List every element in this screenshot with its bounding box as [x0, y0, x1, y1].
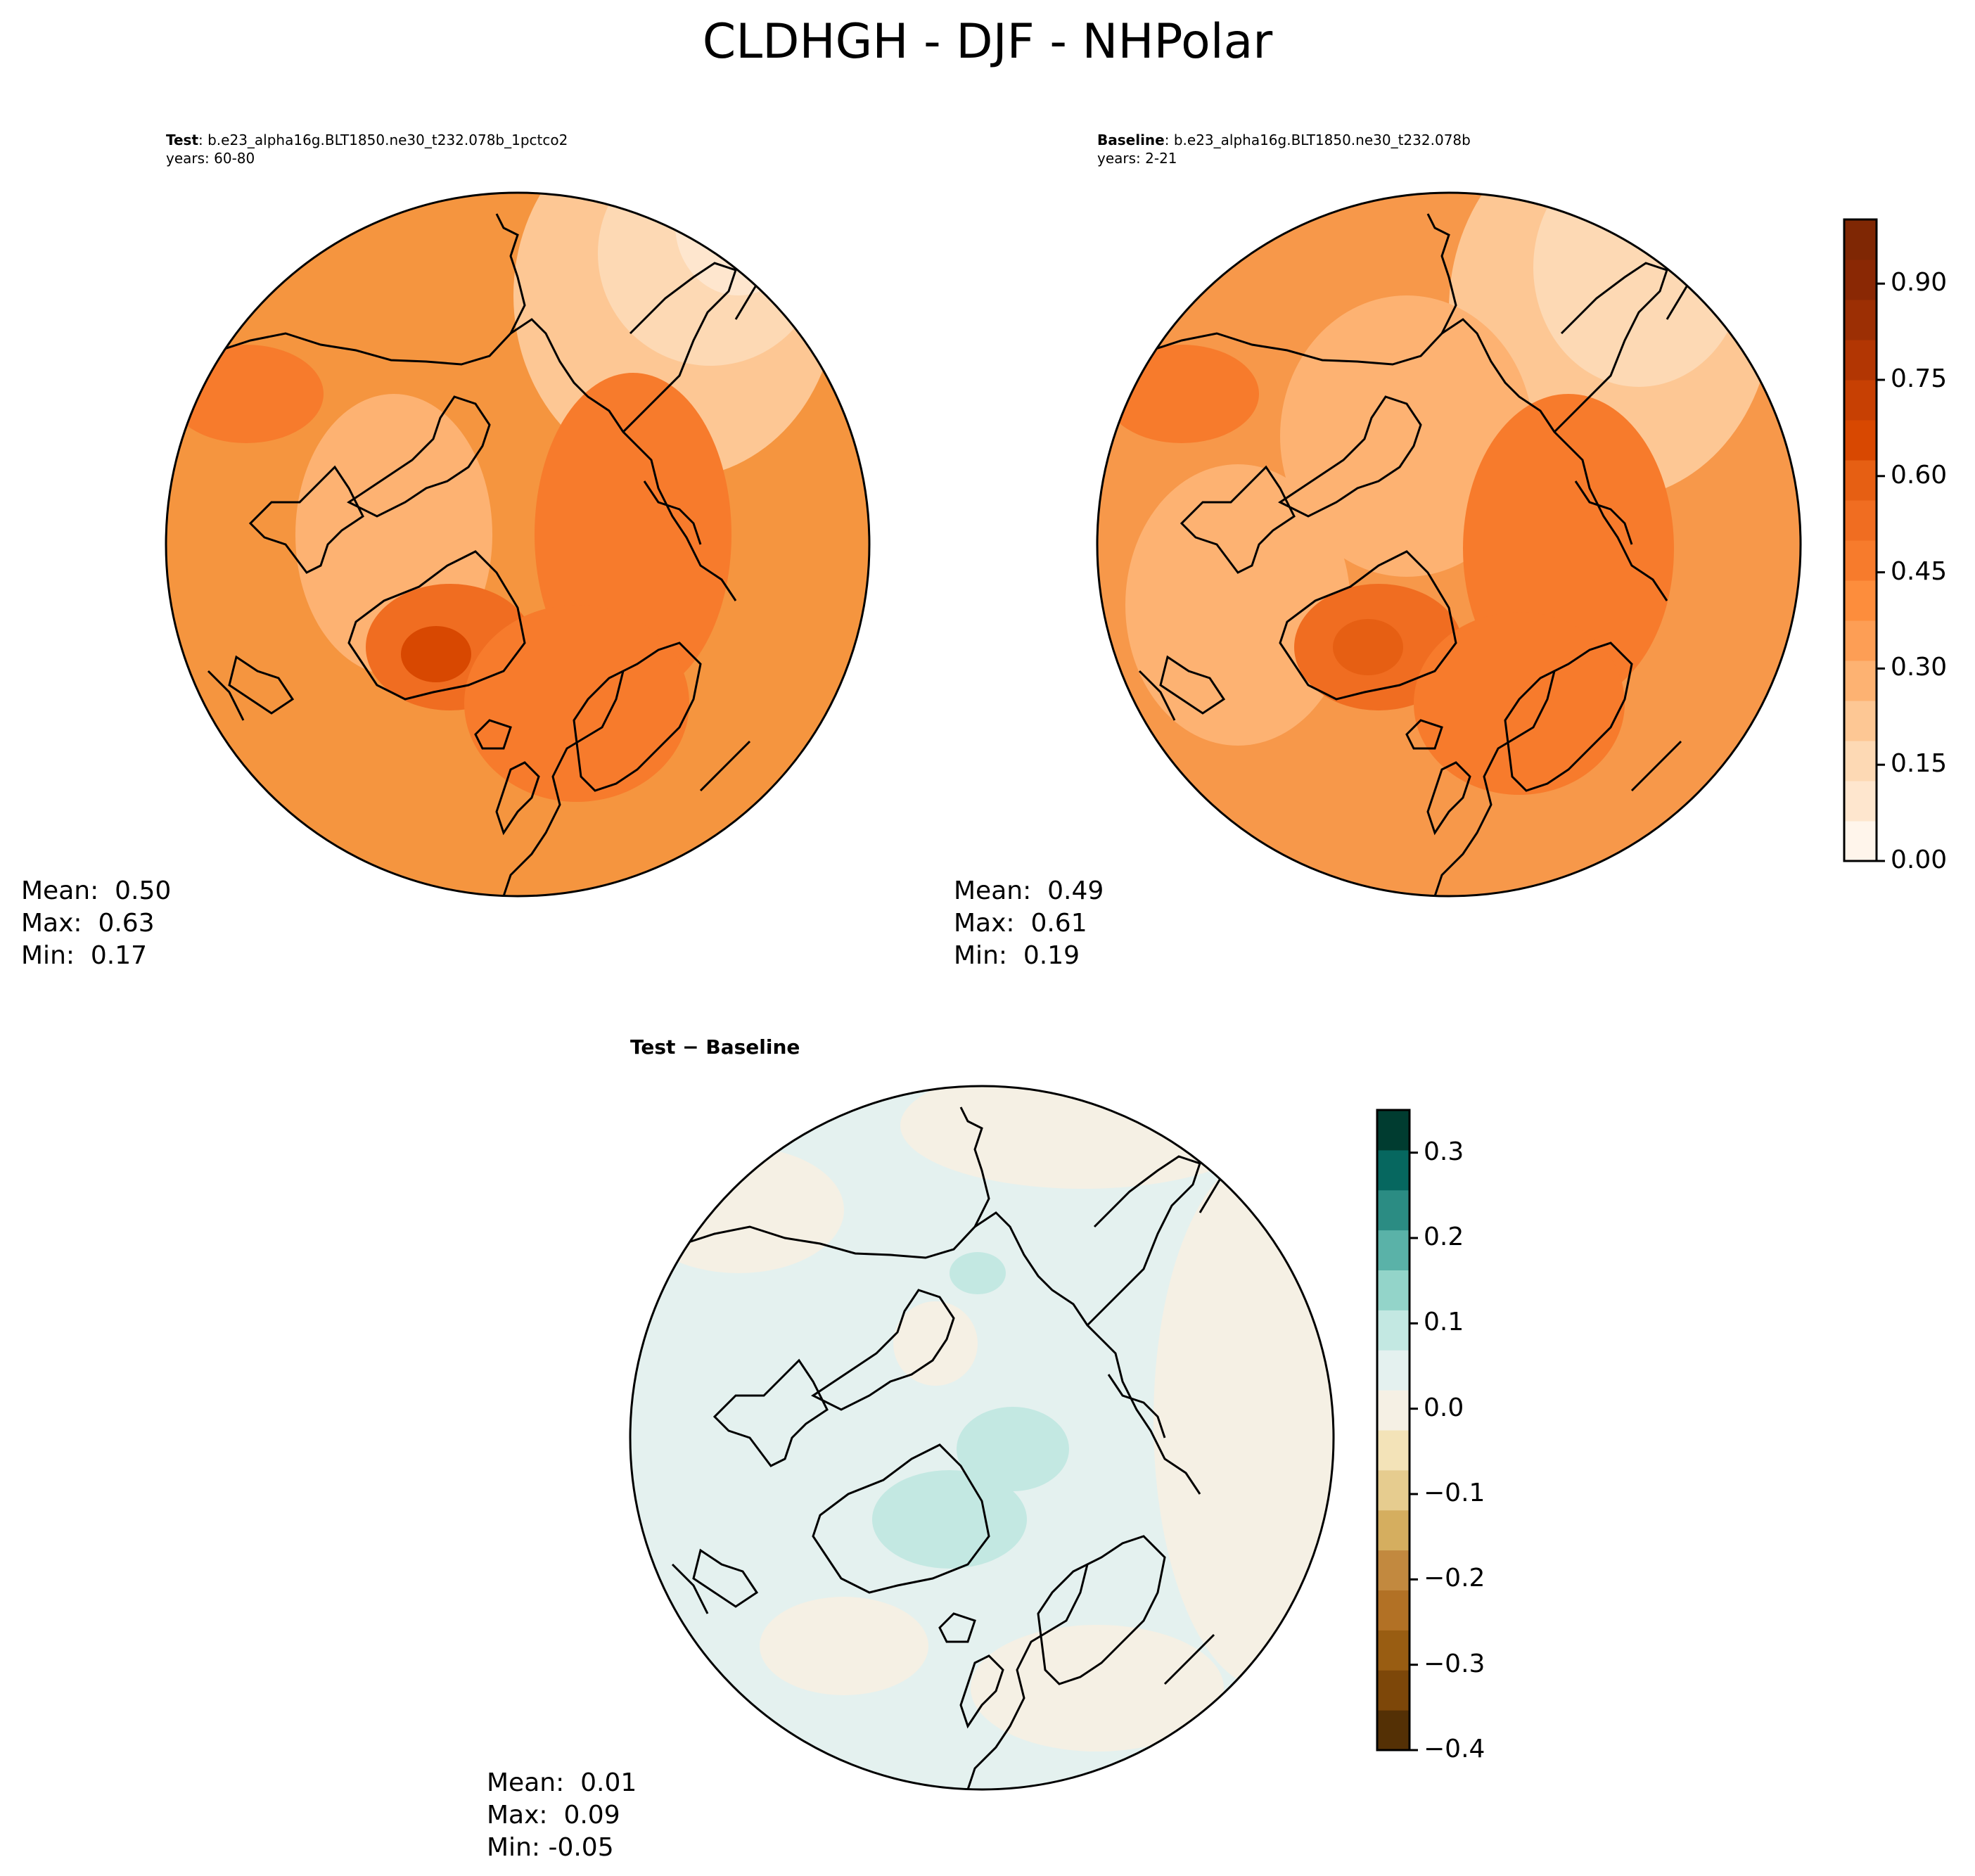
cb-diff-segment	[1377, 1110, 1410, 1151]
cb-diff-segment	[1377, 1630, 1410, 1671]
cb-diff-segment	[1377, 1149, 1410, 1191]
baseline-map-frame	[1096, 191, 1802, 898]
cb-main-segment	[1844, 540, 1877, 581]
diff-stats: Mean: 0.01 Max: 0.09 Min: -0.05	[487, 1767, 637, 1864]
cb-main-segment	[1844, 420, 1877, 461]
cb-main-segment	[1844, 500, 1877, 541]
cb-main-segment	[1844, 580, 1877, 621]
diff-mean: Mean: 0.01	[487, 1768, 637, 1797]
cb-diff-segment	[1377, 1710, 1410, 1751]
diff-max: Max: 0.09	[487, 1801, 620, 1830]
diff-panel-header: Test − Baseline	[630, 1035, 800, 1059]
figure-title: CLDHGH - DJF - NHPolar	[702, 14, 1273, 70]
cb-main-segment	[1844, 460, 1877, 501]
baseline-case-name: : b.e23_alpha16g.BLT1850.ne30_t232.078b	[1164, 132, 1471, 148]
cb-diff-segment	[1377, 1350, 1410, 1391]
cb-diff-tick-label: −0.4	[1424, 1735, 1485, 1763]
cb-main-tick-label: 0.30	[1891, 653, 1948, 682]
test-panel-header: Test: b.e23_alpha16g.BLT1850.ne30_t232.0…	[166, 131, 568, 167]
cb-main-segment	[1844, 260, 1877, 300]
cb-main-tick-label: 0.00	[1891, 846, 1948, 874]
cb-diff-segment	[1377, 1590, 1410, 1631]
cb-main-segment	[1844, 821, 1877, 862]
cb-main-segment	[1844, 380, 1877, 421]
cb-diff-segment	[1377, 1510, 1410, 1551]
baseline-years: years: 2-21	[1097, 150, 1177, 167]
baseline-stats: Mean: 0.49 Max: 0.61 Min: 0.19	[954, 875, 1104, 972]
baseline-min: Min: 0.19	[954, 941, 1080, 970]
cb-main-segment	[1844, 781, 1877, 822]
cb-main-tick-label: 0.15	[1891, 749, 1948, 779]
baseline-label: Baseline	[1097, 132, 1165, 148]
cb-diff-segment	[1377, 1469, 1410, 1511]
cb-diff-tick-label: −0.1	[1424, 1479, 1485, 1507]
cb-diff-segment	[1377, 1550, 1410, 1590]
cb-main-segment	[1844, 219, 1877, 260]
colorbar-main	[1843, 218, 1885, 862]
cb-main-segment	[1844, 741, 1877, 781]
cb-diff-segment	[1377, 1430, 1410, 1471]
diff-map	[630, 1086, 1334, 1789]
cb-main-tick-label: 0.45	[1891, 556, 1948, 586]
cb-main-tick-label: 0.75	[1891, 364, 1948, 393]
test-map	[166, 193, 869, 896]
cb-main-tick-label: 0.90	[1891, 268, 1948, 298]
baseline-max: Max: 0.61	[954, 909, 1087, 938]
cb-main-segment	[1844, 340, 1877, 381]
test-case-name: : b.e23_alpha16g.BLT1850.ne30_t232.078b_…	[198, 132, 568, 148]
test-min: Min: 0.17	[21, 941, 148, 970]
cb-diff-tick-label: 0.3	[1424, 1137, 1464, 1166]
test-max: Max: 0.63	[21, 909, 155, 938]
cb-main-segment	[1844, 661, 1877, 701]
test-mean: Mean: 0.50	[21, 876, 172, 905]
cb-diff-tick-label: 0.2	[1424, 1223, 1464, 1251]
colorbar-diff	[1376, 1109, 1418, 1751]
baseline-panel-header: Baseline: b.e23_alpha16g.BLT1850.ne30_t2…	[1097, 131, 1471, 167]
cb-diff-frame	[1376, 1109, 1411, 1751]
diff-map-frame	[629, 1085, 1335, 1791]
cb-diff-segment	[1377, 1270, 1410, 1310]
cb-diff-segment	[1377, 1310, 1410, 1351]
cb-main-segment	[1844, 701, 1877, 741]
baseline-map	[1097, 193, 1801, 896]
test-map-frame	[165, 191, 871, 898]
cb-main-segment	[1844, 300, 1877, 340]
cb-diff-tick-label: −0.3	[1424, 1649, 1485, 1678]
cb-diff-tick-label: 0.1	[1424, 1308, 1464, 1337]
cb-diff-tick-label: 0.0	[1424, 1393, 1464, 1422]
cb-diff-tick-label: −0.2	[1424, 1564, 1485, 1593]
cb-diff-segment	[1377, 1230, 1410, 1270]
cb-main-segment	[1844, 620, 1877, 661]
cb-diff-segment	[1377, 1189, 1410, 1231]
cb-main-tick-label: 0.60	[1891, 460, 1948, 490]
test-label: Test	[166, 132, 199, 148]
test-stats: Mean: 0.50 Max: 0.63 Min: 0.17	[21, 875, 171, 972]
test-years: years: 60-80	[166, 150, 255, 167]
baseline-mean: Mean: 0.49	[954, 876, 1104, 905]
cb-diff-segment	[1377, 1390, 1410, 1431]
cb-diff-segment	[1377, 1670, 1410, 1711]
diff-min: Min: -0.05	[487, 1833, 614, 1862]
cb-main-frame	[1843, 218, 1878, 862]
